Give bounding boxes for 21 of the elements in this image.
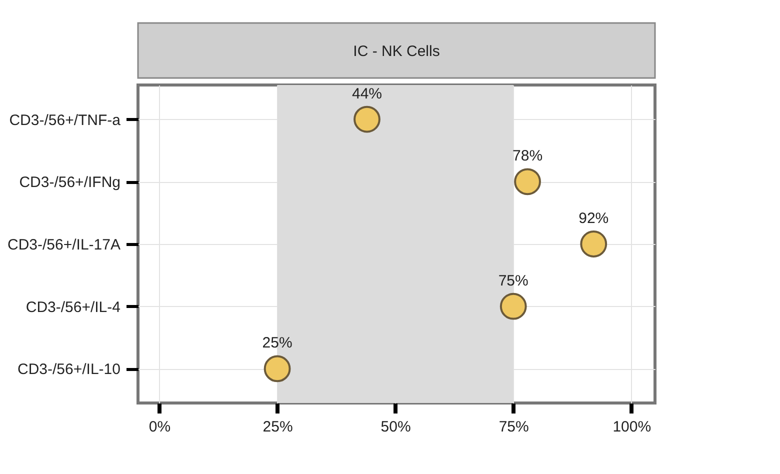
y-tick-label: CD3-/56+/IL-17A [8, 236, 120, 254]
point [264, 355, 291, 382]
x-tick-label: 75% [498, 418, 529, 436]
y-tick-label: CD3-/56+/TNF-a [9, 112, 122, 129]
data-label: 25% [262, 334, 292, 352]
x-tick-label: 100% [612, 418, 652, 436]
point [580, 230, 608, 258]
data-label: 44% [352, 85, 382, 102]
x-tick-label: 50% [380, 418, 411, 436]
chart-title: IC - NK Cells [353, 43, 440, 60]
y-tick-label: CD3-/56+/IL-4 [26, 298, 120, 316]
point [354, 106, 380, 133]
data-label: 78% [512, 148, 543, 165]
y-tick-label: CD3-/56+/IFNg [19, 174, 120, 192]
point [514, 168, 541, 196]
data-label: 75% [498, 272, 528, 290]
y-tick-label: CD3-/56+/IL-10 [18, 361, 120, 378]
x-tick-label: 0% [148, 418, 171, 436]
point [500, 292, 527, 320]
data-label: 92% [578, 210, 609, 227]
x-tick-label: 25% [262, 418, 293, 436]
